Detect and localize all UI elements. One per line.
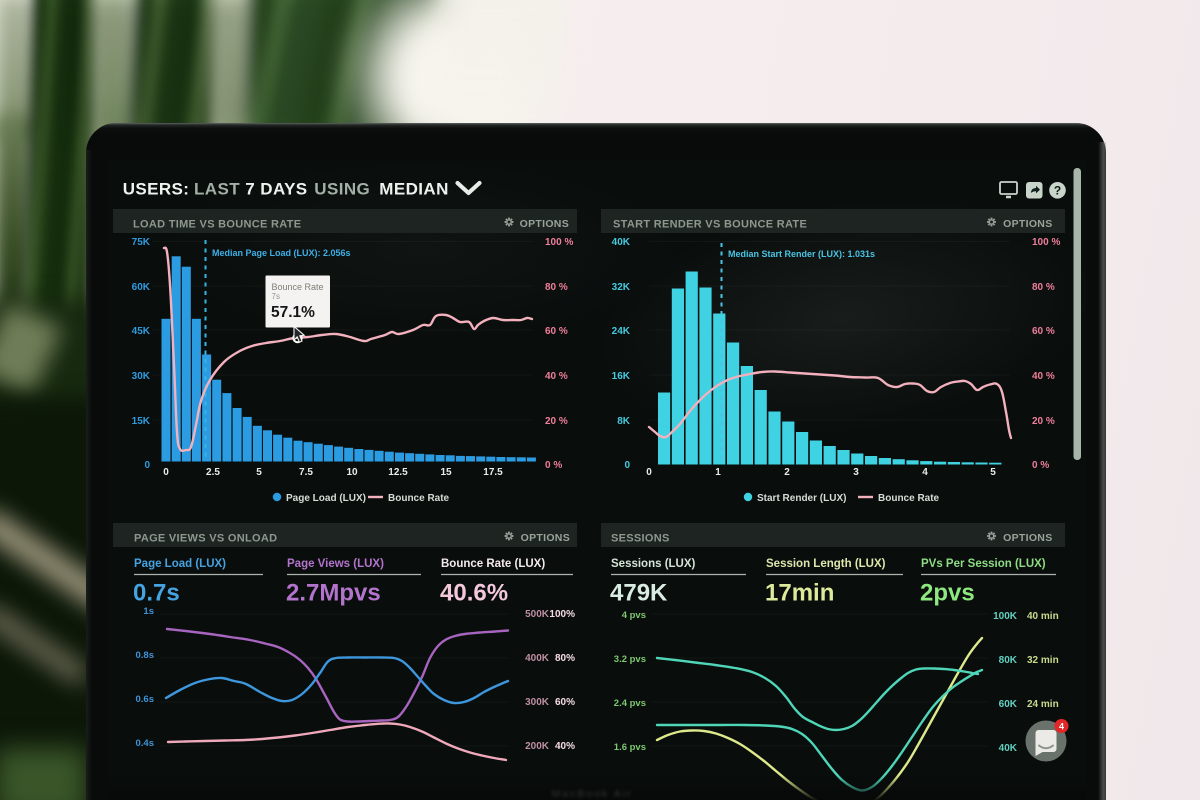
svg-text:Start Render (LUX): Start Render (LUX) <box>757 493 846 504</box>
svg-text:Bounce Rate: Bounce Rate <box>272 282 324 292</box>
svg-text:24 min: 24 min <box>1027 699 1059 710</box>
svg-text:60K: 60K <box>132 282 151 293</box>
svg-text:1.6 pvs: 1.6 pvs <box>614 742 646 753</box>
svg-text:0 %: 0 % <box>1032 460 1049 471</box>
svg-text:4 pvs: 4 pvs <box>622 610 646 621</box>
svg-text:40K: 40K <box>612 237 631 248</box>
svg-text:PVs Per Session (LUX): PVs Per Session (LUX) <box>921 558 1046 570</box>
svg-text:0.8s: 0.8s <box>136 650 155 661</box>
svg-text:60K: 60K <box>999 699 1018 710</box>
svg-text:0: 0 <box>163 467 169 478</box>
svg-text:17min: 17min <box>765 580 834 607</box>
svg-text:80%: 80% <box>555 653 575 664</box>
svg-text:MacBook Air: MacBook Air <box>552 788 633 800</box>
svg-text:0: 0 <box>144 460 150 471</box>
svg-text:0.7s: 0.7s <box>133 580 180 607</box>
svg-text:2.4 pvs: 2.4 pvs <box>614 698 646 709</box>
svg-text:0: 0 <box>646 467 652 478</box>
svg-text:Page Views (LUX): Page Views (LUX) <box>287 558 384 570</box>
svg-text:USING: USING <box>314 180 370 199</box>
svg-text:0.6s: 0.6s <box>136 694 155 705</box>
svg-text:100K: 100K <box>993 611 1018 622</box>
svg-text:MEDIAN: MEDIAN <box>379 180 448 199</box>
svg-text:32K: 32K <box>612 282 631 293</box>
svg-text:17.5: 17.5 <box>483 467 503 478</box>
svg-text:2pvs: 2pvs <box>920 580 975 607</box>
svg-text:2.7Mpvs: 2.7Mpvs <box>286 580 381 607</box>
svg-text:100 %: 100 % <box>545 237 573 248</box>
svg-text:LAST: LAST <box>194 180 240 199</box>
svg-text:40 %: 40 % <box>545 371 568 382</box>
svg-text:500K: 500K <box>525 609 550 620</box>
svg-text:80K: 80K <box>999 655 1018 666</box>
svg-text:4: 4 <box>1059 722 1064 732</box>
svg-text:LOAD TIME VS BOUNCE RATE: LOAD TIME VS BOUNCE RATE <box>133 219 301 231</box>
svg-text:Sessions (LUX): Sessions (LUX) <box>611 558 696 570</box>
svg-text:5: 5 <box>990 467 996 478</box>
svg-text:40K: 40K <box>999 743 1018 754</box>
svg-text:OPTIONS: OPTIONS <box>1003 532 1052 544</box>
svg-text:57.1%: 57.1% <box>271 304 315 321</box>
svg-text:SESSIONS: SESSIONS <box>611 533 670 545</box>
svg-text:100 %: 100 % <box>1032 237 1060 248</box>
svg-text:479K: 479K <box>610 580 668 607</box>
svg-text:Bounce Rate: Bounce Rate <box>878 493 940 504</box>
svg-text:60 %: 60 % <box>545 326 568 337</box>
svg-text:20 %: 20 % <box>1032 416 1055 427</box>
svg-text:60 %: 60 % <box>1032 326 1055 337</box>
svg-text:8K: 8K <box>617 416 631 427</box>
svg-text:2: 2 <box>784 467 790 478</box>
svg-text:200K: 200K <box>525 741 550 752</box>
svg-text:75K: 75K <box>132 237 151 248</box>
svg-text:OPTIONS: OPTIONS <box>1003 218 1052 230</box>
svg-text:7s: 7s <box>272 292 280 301</box>
svg-text:0 %: 0 % <box>545 460 562 471</box>
svg-text:45K: 45K <box>132 326 151 337</box>
svg-text:10: 10 <box>346 467 358 478</box>
svg-text:3.2 pvs: 3.2 pvs <box>614 654 646 665</box>
svg-text:Bounce Rate: Bounce Rate <box>388 493 450 504</box>
svg-text:40 min: 40 min <box>1027 611 1059 622</box>
svg-text:3: 3 <box>853 467 859 478</box>
svg-text:START RENDER VS BOUNCE RATE: START RENDER VS BOUNCE RATE <box>613 219 807 231</box>
svg-text:30K: 30K <box>132 371 151 382</box>
svg-text:Page Load (LUX): Page Load (LUX) <box>134 558 226 570</box>
svg-text:OPTIONS: OPTIONS <box>521 532 570 544</box>
svg-text:Median Page Load (LUX): 2.056s: Median Page Load (LUX): 2.056s <box>212 248 351 258</box>
svg-text:24K: 24K <box>612 326 631 337</box>
svg-text:Page Load (LUX): Page Load (LUX) <box>286 493 366 504</box>
svg-text:100%: 100% <box>549 609 575 620</box>
svg-text:PAGE VIEWS VS ONLOAD: PAGE VIEWS VS ONLOAD <box>134 533 277 545</box>
svg-text:20 %: 20 % <box>545 416 568 427</box>
svg-text:12.5: 12.5 <box>388 467 408 478</box>
svg-text:80 %: 80 % <box>545 282 568 293</box>
svg-text:7 DAYS: 7 DAYS <box>245 180 307 199</box>
svg-text:4: 4 <box>922 467 928 478</box>
svg-text:60%: 60% <box>555 697 575 708</box>
svg-text:0.4s: 0.4s <box>136 738 155 749</box>
svg-text:OPTIONS: OPTIONS <box>520 218 569 230</box>
svg-text:1s: 1s <box>143 606 154 617</box>
svg-text:40 %: 40 % <box>1032 371 1055 382</box>
svg-text:Session Length (LUX): Session Length (LUX) <box>766 558 886 570</box>
svg-text:80 %: 80 % <box>1032 282 1055 293</box>
svg-text:2.5: 2.5 <box>206 467 220 478</box>
svg-text:40.6%: 40.6% <box>440 580 508 607</box>
svg-text:40%: 40% <box>555 741 575 752</box>
svg-text:7.5: 7.5 <box>299 467 313 478</box>
svg-text:15K: 15K <box>132 416 151 427</box>
svg-text:15: 15 <box>440 467 452 478</box>
svg-text:Bounce Rate (LUX): Bounce Rate (LUX) <box>441 558 545 570</box>
svg-text:1: 1 <box>715 467 721 478</box>
svg-text:300K: 300K <box>525 697 550 708</box>
svg-text:Median Start Render (LUX): 1.0: Median Start Render (LUX): 1.031s <box>728 249 875 259</box>
svg-text:?: ? <box>1054 183 1061 197</box>
svg-text:0: 0 <box>624 460 630 471</box>
svg-text:5: 5 <box>256 467 262 478</box>
svg-text:16K: 16K <box>612 371 631 382</box>
svg-text:USERS:: USERS: <box>123 180 190 199</box>
svg-text:400K: 400K <box>525 653 550 664</box>
svg-text:32 min: 32 min <box>1027 655 1059 666</box>
